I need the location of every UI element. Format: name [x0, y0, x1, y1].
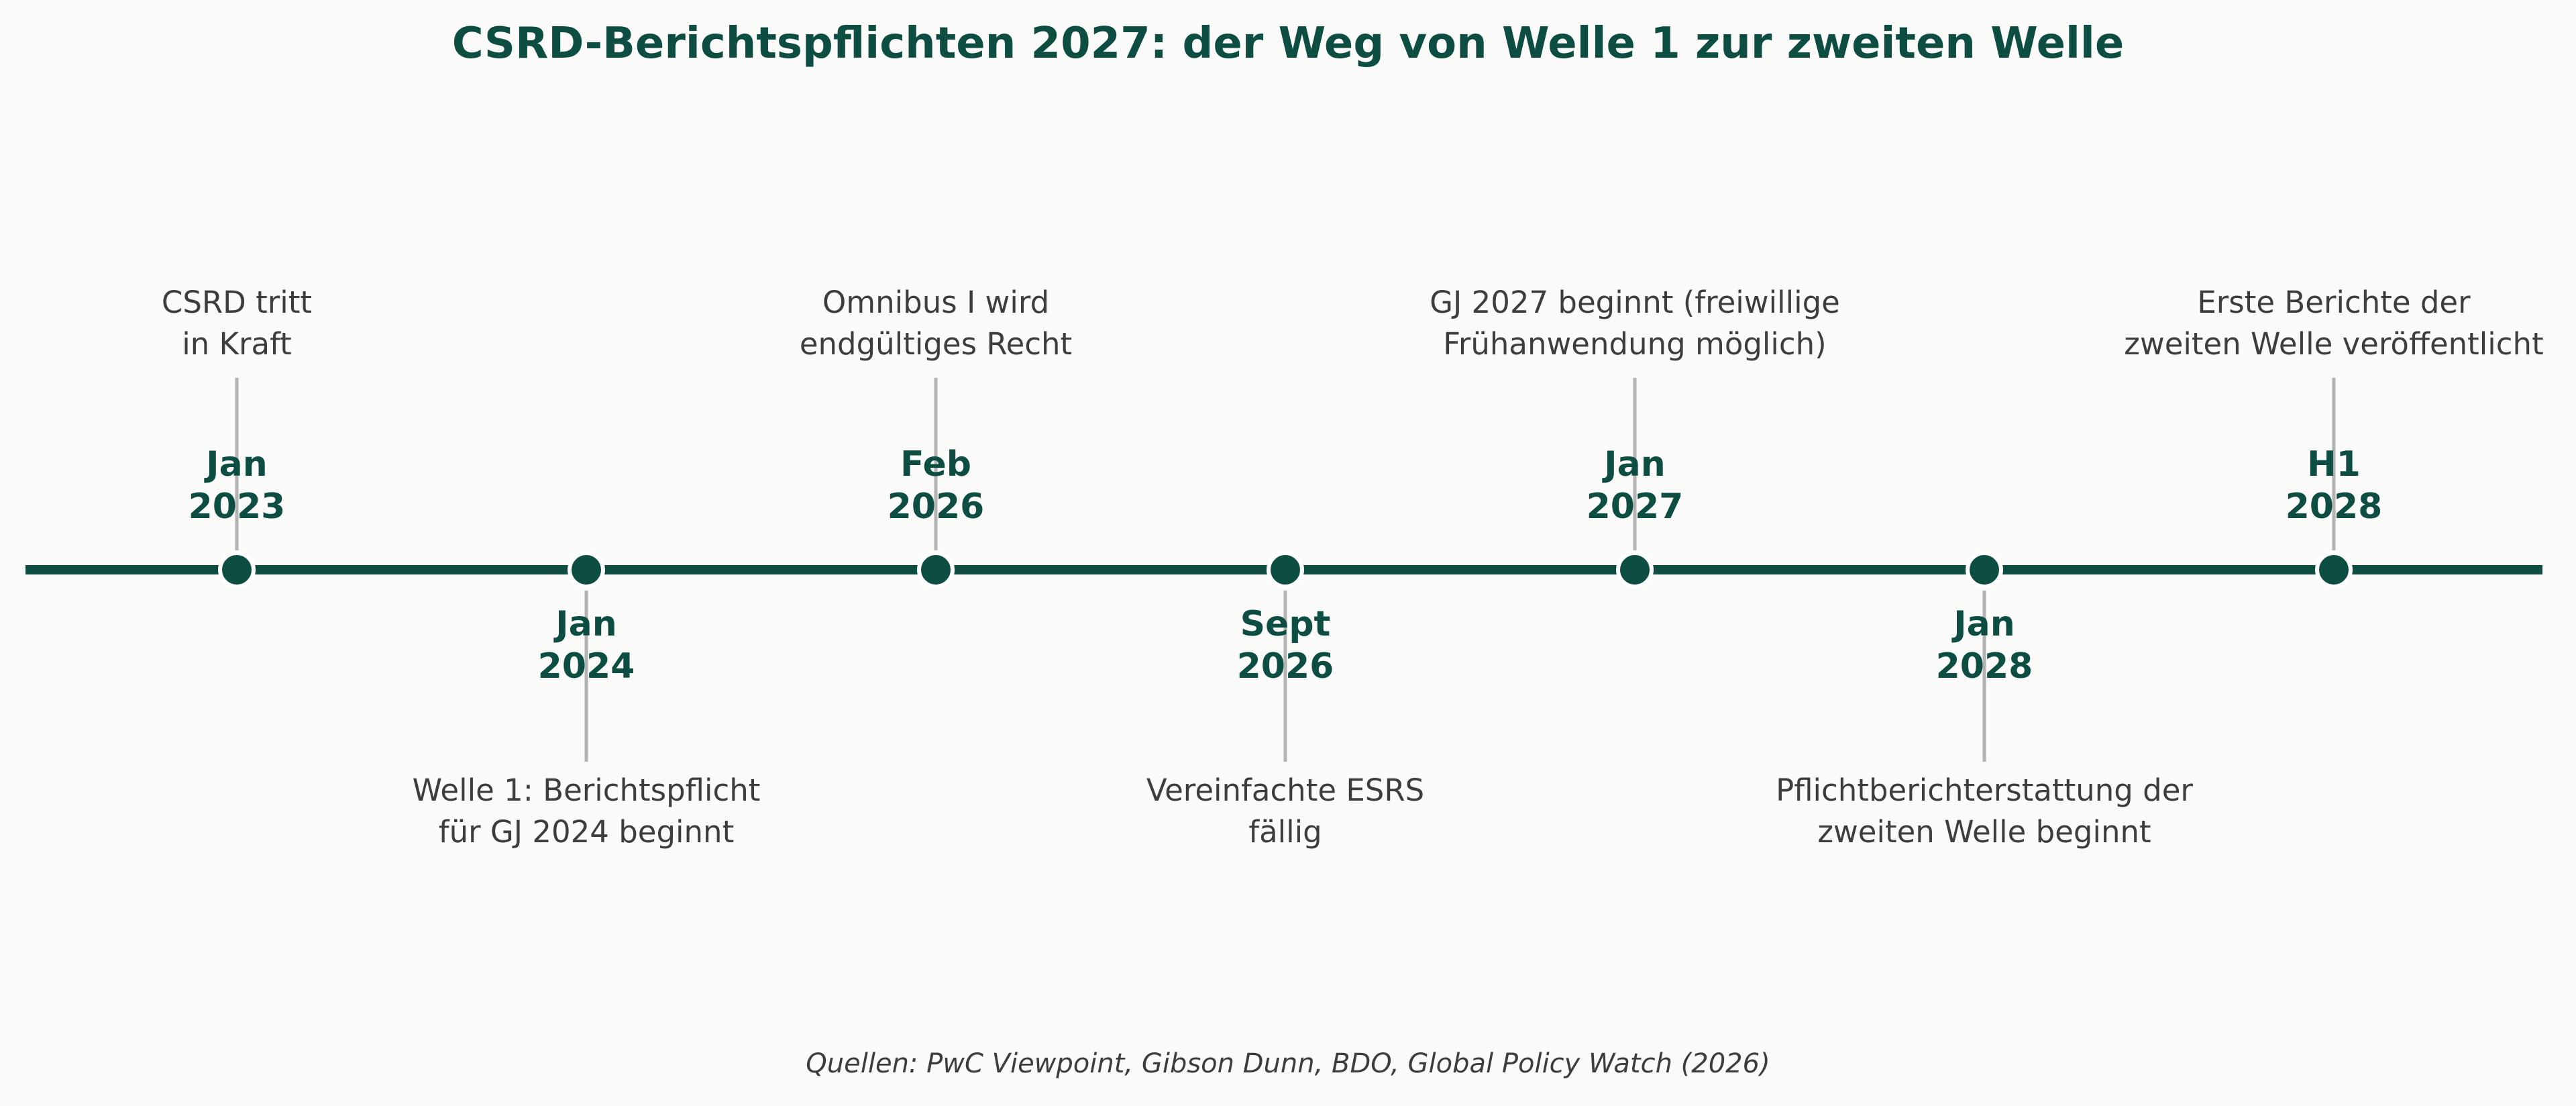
event-date-line: H1: [2307, 444, 2361, 485]
event-description-line: CSRD tritt: [161, 285, 313, 320]
event-date-line: 2027: [1586, 487, 1684, 527]
event-date-label: Jan 2024: [452, 603, 720, 688]
event-description: CSRD tritt in Kraft: [0, 282, 492, 365]
event-date-label: Jan 2023: [103, 444, 371, 528]
event-markers: [218, 551, 2353, 589]
event-date-line: 2028: [1935, 646, 2033, 687]
event-description-line: Pflichtberichterstattung der: [1776, 772, 2193, 808]
event-description-line: für GJ 2024 beginnt: [438, 814, 735, 850]
event-description: Welle 1: Berichtspflicht für GJ 2024 begi…: [331, 770, 841, 853]
event-description-line: in Kraft: [182, 326, 292, 362]
event-description-line: Erste Berichte der: [2197, 285, 2471, 320]
event-marker: [2315, 551, 2353, 589]
event-date-line: 2026: [887, 487, 985, 527]
event-date-line: 2028: [2285, 487, 2383, 527]
event-description-line: Welle 1: Berichtspflicht: [412, 772, 761, 808]
event-description-line: Vereinfachte ESRS: [1146, 772, 1425, 808]
event-marker: [1267, 551, 1304, 589]
event-date-line: 2026: [1236, 646, 1334, 687]
event-marker: [1616, 551, 1654, 589]
chart-title: CSRD-Berichtspflichten 2027: der Weg von…: [451, 19, 2125, 68]
event-marker: [218, 551, 256, 589]
event-marker: [1966, 551, 2003, 589]
event-date-label: H1 2028: [2200, 444, 2468, 528]
event-description-line: Omnibus I wird: [822, 285, 1050, 320]
event-description-line: Frühanwendung möglich): [1443, 326, 1827, 362]
event-date-line: 2024: [537, 646, 635, 687]
event-date-label: Feb 2026: [802, 444, 1070, 528]
event-date-label: Sept 2026: [1151, 603, 1419, 688]
event-date-line: Feb: [900, 444, 971, 485]
event-date-line: Sept: [1240, 604, 1331, 644]
event-date-line: Jan: [1953, 604, 2015, 644]
event-description-line: endgültiges Recht: [799, 326, 1073, 362]
event-description-line: zweiten Welle veröffentlicht: [2124, 326, 2544, 362]
event-description: Omnibus I wird endgültiges Recht: [681, 282, 1191, 365]
event-description-line: zweiten Welle beginnt: [1817, 814, 2151, 850]
event-description: Erste Berichte der zweiten Welle veröffen…: [2079, 282, 2576, 365]
connector-lines: [235, 378, 2336, 762]
event-description-line: fällig: [1248, 814, 1322, 850]
event-date-line: Jan: [1604, 444, 1666, 485]
event-date-label: Jan 2028: [1850, 603, 2118, 688]
event-marker: [917, 551, 955, 589]
event-date-line: Jan: [555, 604, 617, 644]
event-date-label: Jan 2027: [1501, 444, 1769, 528]
event-description: Pflichtberichterstattung der zweiten Well…: [1729, 770, 2239, 853]
event-description: GJ 2027 beginnt (freiwillige Frühanwendun…: [1380, 282, 1890, 365]
event-description: Vereinfachte ESRS fällig: [1030, 770, 1540, 853]
event-date-line: Jan: [206, 444, 268, 485]
event-date-line: 2023: [188, 487, 286, 527]
event-marker: [568, 551, 605, 589]
source-footer: Quellen: PwC Viewpoint, Gibson Dunn, BDO…: [806, 1048, 1770, 1079]
event-description-line: GJ 2027 beginnt (freiwillige: [1430, 285, 1840, 320]
